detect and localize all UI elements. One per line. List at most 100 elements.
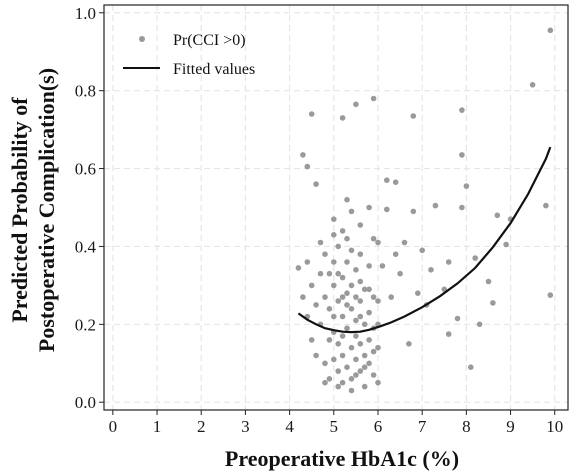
- scatter-point: [326, 270, 333, 277]
- scatter-point: [348, 247, 355, 254]
- scatter-point: [300, 294, 306, 300]
- scatter-point: [472, 255, 479, 261]
- scatter-point: [370, 235, 377, 242]
- scatter-point: [361, 364, 368, 371]
- scatter-point: [335, 383, 342, 390]
- scatter-point: [304, 259, 311, 265]
- scatter-point: [317, 239, 324, 246]
- scatter-point: [410, 208, 417, 215]
- scatter-point: [476, 321, 483, 328]
- grid: [104, 5, 568, 410]
- scatter-point: [313, 181, 319, 187]
- scatter-point: [370, 294, 377, 300]
- scatter-point: [353, 294, 359, 300]
- scatter-point: [361, 321, 368, 328]
- scatter-point: [295, 265, 302, 271]
- axes: [99, 4, 569, 415]
- scatter-point: [344, 259, 350, 265]
- scatter-point: [335, 243, 342, 250]
- scatter-point: [494, 212, 501, 219]
- scatter-point: [445, 331, 452, 337]
- x-tick-label: 3: [241, 417, 250, 436]
- scatter-point: [348, 344, 355, 351]
- scatter-point: [357, 298, 364, 304]
- scatter-point: [406, 341, 412, 347]
- scatter-point: [348, 282, 355, 289]
- y-tick-label: 0.2: [75, 315, 96, 334]
- scatter-point: [547, 27, 554, 34]
- scatter-point: [361, 383, 368, 390]
- scatter-point: [388, 294, 395, 300]
- scatter-point: [335, 270, 342, 277]
- scatter-point: [313, 302, 319, 308]
- scatter-point: [384, 177, 390, 183]
- scatter-point: [357, 313, 364, 320]
- scatter-point: [331, 313, 337, 320]
- scatter-point: [459, 204, 465, 211]
- x-tick-label: 0: [109, 417, 118, 436]
- scatter-point: [366, 337, 372, 343]
- scatter-point: [357, 251, 364, 257]
- scatter-point: [410, 113, 417, 119]
- legend-marker-points: [139, 36, 145, 42]
- scatter-point: [419, 247, 426, 254]
- scatter-point: [322, 360, 328, 367]
- scatter-point: [353, 317, 359, 324]
- scatter-point: [445, 259, 452, 265]
- x-tick-label: 5: [330, 417, 339, 436]
- x-tick-label: 4: [285, 417, 294, 436]
- x-tick-label: 1: [153, 417, 162, 436]
- scatter-point: [339, 115, 346, 121]
- scatter-point: [375, 344, 381, 351]
- scatter-point: [357, 222, 364, 228]
- scatter-point: [326, 306, 333, 312]
- scatter-point: [344, 302, 350, 308]
- plot-frame: [103, 4, 569, 411]
- scatter-point: [375, 239, 381, 246]
- scatter-point: [384, 206, 390, 213]
- legend: Pr(CCI >0) Fitted values: [123, 32, 255, 78]
- scatter-point: [308, 282, 315, 289]
- scatter-point: [326, 376, 333, 382]
- scatter-point: [361, 286, 368, 293]
- scatter-points: [295, 27, 554, 394]
- scatter-point: [353, 101, 359, 108]
- scatter-point: [357, 341, 364, 347]
- scatter-point: [348, 376, 355, 382]
- scatter-point: [331, 282, 337, 289]
- scatter-point: [335, 341, 342, 347]
- scatter-point: [370, 348, 377, 355]
- x-tick-label: 9: [506, 417, 515, 436]
- scatter-point: [529, 82, 536, 88]
- scatter-point: [344, 364, 350, 371]
- scatter-point: [459, 152, 465, 158]
- y-tick-label: 0.8: [75, 82, 96, 101]
- scatter-point: [366, 286, 372, 293]
- scatter-point: [485, 278, 492, 285]
- y-tick-label: 1.0: [75, 4, 96, 23]
- scatter-point: [392, 179, 399, 185]
- scatter-point: [331, 216, 337, 222]
- tick-labels: 0 1 2 3 4 5 6 7 8 9 10 0.0 0.2 0.4 0.6 0.8 1.0: [75, 4, 563, 436]
- scatter-point: [339, 379, 346, 386]
- y-axis-title-line-2: Postoperative Complication(s): [34, 68, 59, 352]
- scatter-point: [348, 208, 355, 215]
- scatter-point: [308, 111, 315, 117]
- scatter-point: [344, 325, 350, 332]
- x-tick-label: 2: [197, 417, 206, 436]
- scatter-point: [326, 337, 333, 343]
- scatter-point: [335, 368, 342, 374]
- scatter-point: [366, 263, 372, 269]
- scatter-point: [357, 278, 364, 285]
- legend-label-points: Pr(CCI >0): [173, 32, 246, 49]
- scatter-point: [353, 372, 359, 378]
- scatter-point: [348, 306, 355, 312]
- scatter-point: [463, 183, 470, 189]
- scatter-point: [415, 290, 421, 297]
- scatter-point: [339, 274, 346, 281]
- scatter-point: [344, 235, 350, 242]
- scatter-point: [454, 315, 461, 322]
- scatter-point: [339, 352, 346, 359]
- scatter-point: [339, 333, 346, 339]
